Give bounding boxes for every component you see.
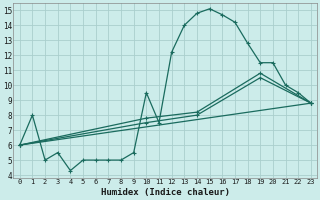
X-axis label: Humidex (Indice chaleur): Humidex (Indice chaleur) [101,188,230,197]
